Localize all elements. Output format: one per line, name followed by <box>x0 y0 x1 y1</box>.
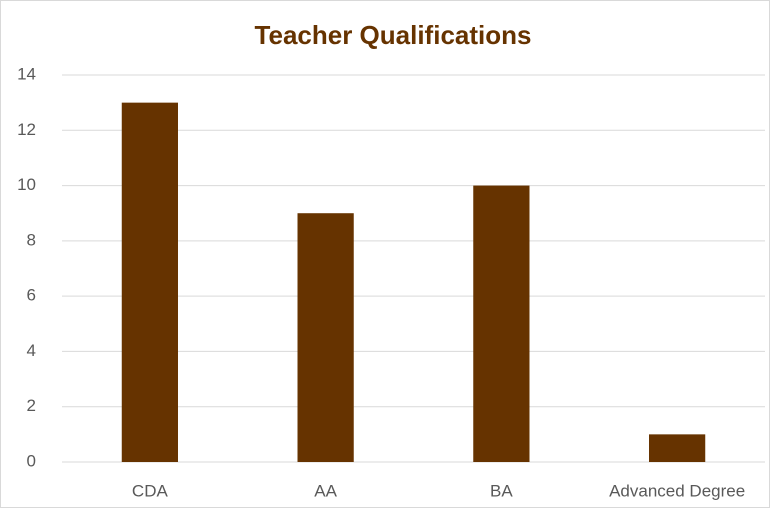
y-tick-label: 2 <box>27 396 36 415</box>
chart-title: Teacher Qualifications <box>255 20 532 50</box>
bar <box>121 102 178 463</box>
y-tick-label: 6 <box>27 286 36 305</box>
y-tick-label: 14 <box>17 64 36 83</box>
x-tick-label: AA <box>314 481 337 500</box>
bar <box>473 185 530 463</box>
x-tick-label: BA <box>490 481 513 500</box>
bar <box>297 213 354 462</box>
y-tick-label: 8 <box>27 230 36 249</box>
y-tick-label: 10 <box>17 175 36 194</box>
y-tick-label: 0 <box>27 451 36 470</box>
y-tick-label: 4 <box>27 341 36 360</box>
y-tick-label: 12 <box>17 120 36 139</box>
x-tick-label: Advanced Degree <box>609 481 745 500</box>
bar <box>649 434 706 462</box>
x-tick-label: CDA <box>132 481 169 500</box>
